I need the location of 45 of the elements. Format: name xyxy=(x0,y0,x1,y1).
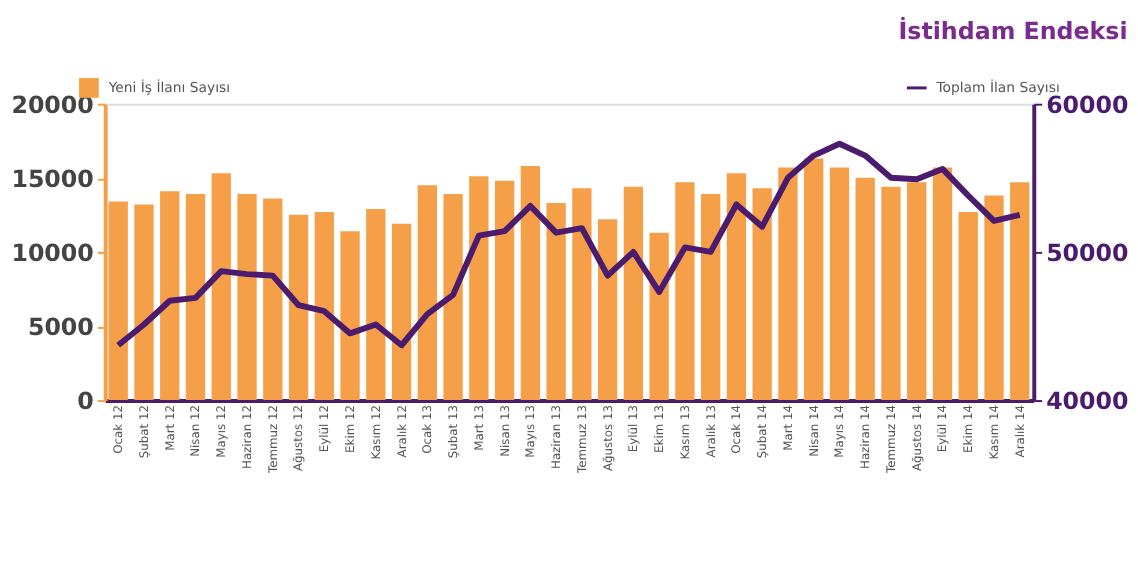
bar xyxy=(778,167,798,401)
bar xyxy=(623,186,644,401)
bar xyxy=(752,188,772,401)
bar xyxy=(391,223,412,401)
bar xyxy=(1010,182,1030,401)
bar xyxy=(417,185,437,401)
bar xyxy=(726,173,747,401)
bar xyxy=(675,182,695,401)
bar xyxy=(546,202,566,401)
y-tick-label: 20000 xyxy=(11,90,94,119)
bar xyxy=(314,211,334,401)
bar xyxy=(932,167,953,401)
bar xyxy=(855,177,875,401)
bar xyxy=(881,186,901,401)
y-tick-label: 10000 xyxy=(11,238,94,267)
y2-tick-label: 60000 xyxy=(1046,90,1129,119)
bar xyxy=(597,219,618,401)
bar xyxy=(160,191,180,401)
bar xyxy=(907,182,927,401)
bar xyxy=(829,167,850,401)
bar xyxy=(520,165,541,401)
chart-title: İstihdam Endeksi xyxy=(898,16,1128,45)
line-series xyxy=(115,140,1023,349)
bar xyxy=(366,208,386,401)
bar xyxy=(134,204,154,401)
bar xyxy=(185,194,206,401)
bar xyxy=(340,231,360,401)
bar xyxy=(443,194,463,401)
bar xyxy=(469,176,489,401)
y-tick-label: 0 xyxy=(77,386,94,415)
bar xyxy=(494,180,515,401)
bar xyxy=(237,194,257,401)
y2-tick-label: 50000 xyxy=(1046,238,1129,267)
y-tick-label: 15000 xyxy=(11,164,94,193)
y-tick-label: 5000 xyxy=(27,312,94,341)
bar xyxy=(572,188,592,401)
bar xyxy=(288,214,309,401)
bar xyxy=(263,198,283,401)
bar xyxy=(649,232,669,401)
bar xyxy=(958,211,978,401)
bar xyxy=(211,173,231,401)
bar xyxy=(701,194,721,401)
bar xyxy=(984,195,1004,401)
bar xyxy=(804,158,824,401)
y2-tick-label: 40000 xyxy=(1046,386,1129,415)
